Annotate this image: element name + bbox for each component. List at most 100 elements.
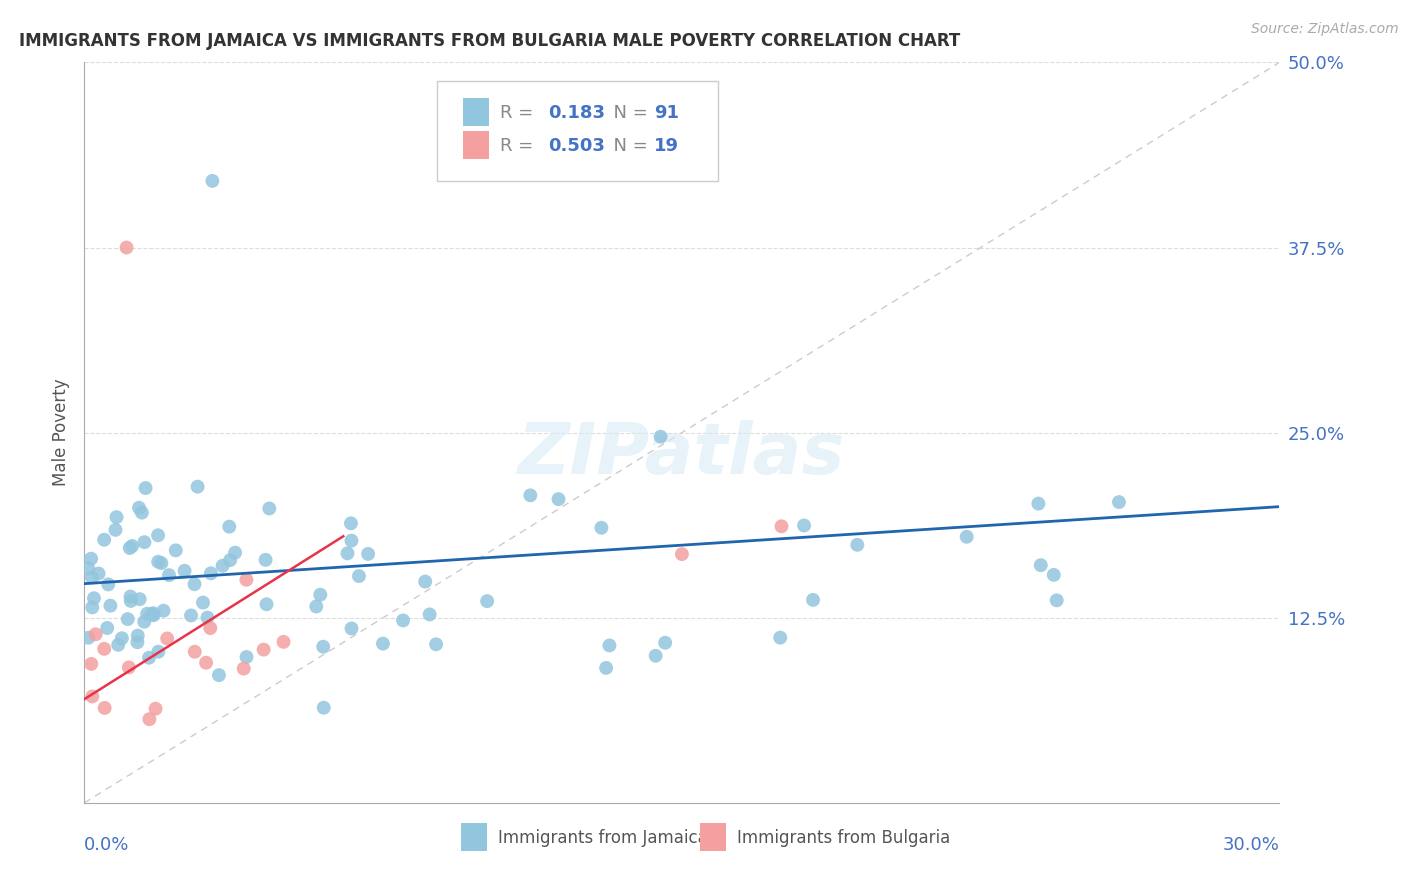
Point xyxy=(120,590,142,604)
Point xyxy=(82,600,104,615)
Point xyxy=(136,607,159,621)
Point xyxy=(117,612,139,626)
Point xyxy=(173,564,195,578)
Point xyxy=(218,519,240,533)
Point xyxy=(77,561,100,575)
Point xyxy=(591,521,613,535)
Point xyxy=(254,553,277,567)
Point xyxy=(127,629,149,643)
Text: Immigrants from Jamaica: Immigrants from Jamaica xyxy=(498,830,707,847)
Point xyxy=(644,648,666,663)
Point xyxy=(235,573,257,587)
Point xyxy=(84,627,107,641)
Point xyxy=(142,606,165,620)
Point xyxy=(191,596,214,610)
Point xyxy=(201,174,224,188)
FancyBboxPatch shape xyxy=(437,81,718,181)
Point xyxy=(115,240,138,255)
Point xyxy=(195,656,218,670)
Point xyxy=(187,480,209,494)
Point xyxy=(340,516,363,531)
Point xyxy=(77,631,100,645)
Point xyxy=(107,638,129,652)
Text: N =: N = xyxy=(602,103,654,122)
Point xyxy=(146,528,169,542)
Point xyxy=(846,538,869,552)
Point xyxy=(650,430,672,444)
Point xyxy=(413,574,436,589)
FancyBboxPatch shape xyxy=(463,131,489,160)
Point xyxy=(148,645,170,659)
Point xyxy=(305,599,328,614)
Text: R =: R = xyxy=(501,103,540,122)
Point xyxy=(131,506,153,520)
Point xyxy=(138,712,160,726)
Point xyxy=(336,546,359,560)
Point xyxy=(180,608,202,623)
Text: 91: 91 xyxy=(654,103,679,122)
Point xyxy=(357,547,380,561)
Text: ZIPatlas: ZIPatlas xyxy=(519,420,845,490)
Point xyxy=(96,621,118,635)
FancyBboxPatch shape xyxy=(463,98,489,126)
Point xyxy=(105,510,128,524)
Point xyxy=(156,632,179,646)
Point xyxy=(598,639,620,653)
Point xyxy=(200,621,222,635)
Point xyxy=(1042,567,1064,582)
Point xyxy=(340,622,363,636)
Point xyxy=(235,650,257,665)
Point xyxy=(419,607,441,622)
Point xyxy=(183,577,205,591)
Point xyxy=(273,635,295,649)
Point xyxy=(595,661,617,675)
Text: IMMIGRANTS FROM JAMAICA VS IMMIGRANTS FROM BULGARIA MALE POVERTY CORRELATION CHA: IMMIGRANTS FROM JAMAICA VS IMMIGRANTS FR… xyxy=(18,32,960,50)
Point xyxy=(100,599,122,613)
Point xyxy=(152,604,174,618)
Point xyxy=(145,702,167,716)
Point xyxy=(654,636,676,650)
Point xyxy=(801,593,824,607)
Point xyxy=(135,481,157,495)
Point xyxy=(197,610,219,624)
Text: 0.183: 0.183 xyxy=(548,103,605,122)
Point xyxy=(128,500,150,515)
Text: 0.503: 0.503 xyxy=(548,137,605,155)
Point xyxy=(134,615,156,629)
Point xyxy=(312,700,335,714)
Point xyxy=(770,519,793,533)
Point xyxy=(142,608,165,623)
Point xyxy=(956,530,979,544)
Point xyxy=(347,569,370,583)
Point xyxy=(1028,497,1050,511)
Text: Source: ZipAtlas.com: Source: ZipAtlas.com xyxy=(1251,22,1399,37)
Text: 19: 19 xyxy=(654,137,679,155)
Point xyxy=(118,660,141,674)
Point xyxy=(211,558,233,573)
Point xyxy=(224,546,246,560)
Point xyxy=(93,701,115,715)
Point xyxy=(104,523,127,537)
Point xyxy=(671,547,693,561)
Point xyxy=(259,501,281,516)
Point xyxy=(793,518,815,533)
Text: 0.0%: 0.0% xyxy=(84,836,129,855)
Point xyxy=(80,657,103,671)
Point xyxy=(371,637,394,651)
Point xyxy=(134,535,156,549)
Text: R =: R = xyxy=(501,137,540,155)
Point xyxy=(150,556,173,570)
Point xyxy=(547,492,569,507)
Point xyxy=(208,668,231,682)
Point xyxy=(83,591,105,606)
Point xyxy=(138,650,160,665)
Point xyxy=(111,631,134,645)
Point xyxy=(183,645,205,659)
Point xyxy=(340,533,363,548)
Point xyxy=(120,594,142,608)
FancyBboxPatch shape xyxy=(700,822,725,851)
Point xyxy=(425,637,447,651)
Point xyxy=(1108,495,1130,509)
Point xyxy=(146,555,169,569)
Point xyxy=(141,607,163,622)
